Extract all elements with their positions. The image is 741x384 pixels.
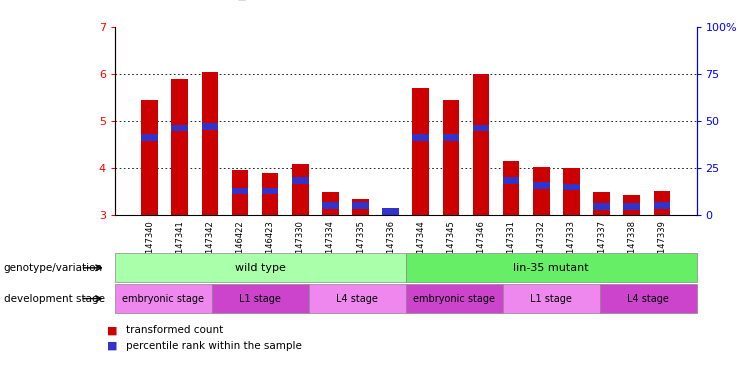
Bar [623,195,640,215]
Bar [533,182,550,189]
Bar [171,125,188,131]
Bar [442,100,459,215]
Bar [352,202,369,209]
Text: development stage: development stage [4,293,104,304]
Bar [382,209,399,215]
Bar [262,188,279,194]
Text: L1 stage: L1 stage [530,293,572,304]
Bar [292,177,308,184]
Bar [473,74,489,215]
Bar [442,134,459,141]
Text: wild type: wild type [235,263,286,273]
Text: L1 stage: L1 stage [239,293,282,304]
Bar [654,190,670,215]
Text: ■: ■ [107,341,118,351]
Bar [232,170,248,215]
Text: L4 stage: L4 stage [336,293,378,304]
Bar [322,192,339,215]
Bar [413,88,429,215]
Text: ■: ■ [107,325,118,335]
Bar [654,202,670,209]
Bar [171,79,188,215]
Bar [563,184,579,190]
Bar [413,134,429,141]
Bar [232,188,248,194]
Bar [473,125,489,131]
Bar [503,161,519,215]
Bar [533,167,550,215]
Bar [142,100,158,215]
Bar [202,71,218,215]
Bar [623,203,640,210]
Bar [352,199,369,215]
Text: L4 stage: L4 stage [627,293,669,304]
Bar [563,168,579,215]
Text: genotype/variation: genotype/variation [4,263,103,273]
Bar [382,209,399,215]
Bar [594,203,610,210]
Text: transformed count: transformed count [126,325,223,335]
Bar [292,164,308,215]
Text: embryonic stage: embryonic stage [122,293,205,304]
Text: embryonic stage: embryonic stage [413,293,495,304]
Text: percentile rank within the sample: percentile rank within the sample [126,341,302,351]
Bar [202,123,218,130]
Text: lin-35 mutant: lin-35 mutant [514,263,589,273]
Bar [594,192,610,215]
Bar [262,173,279,215]
Bar [503,177,519,184]
Bar [322,202,339,209]
Bar [142,134,158,141]
